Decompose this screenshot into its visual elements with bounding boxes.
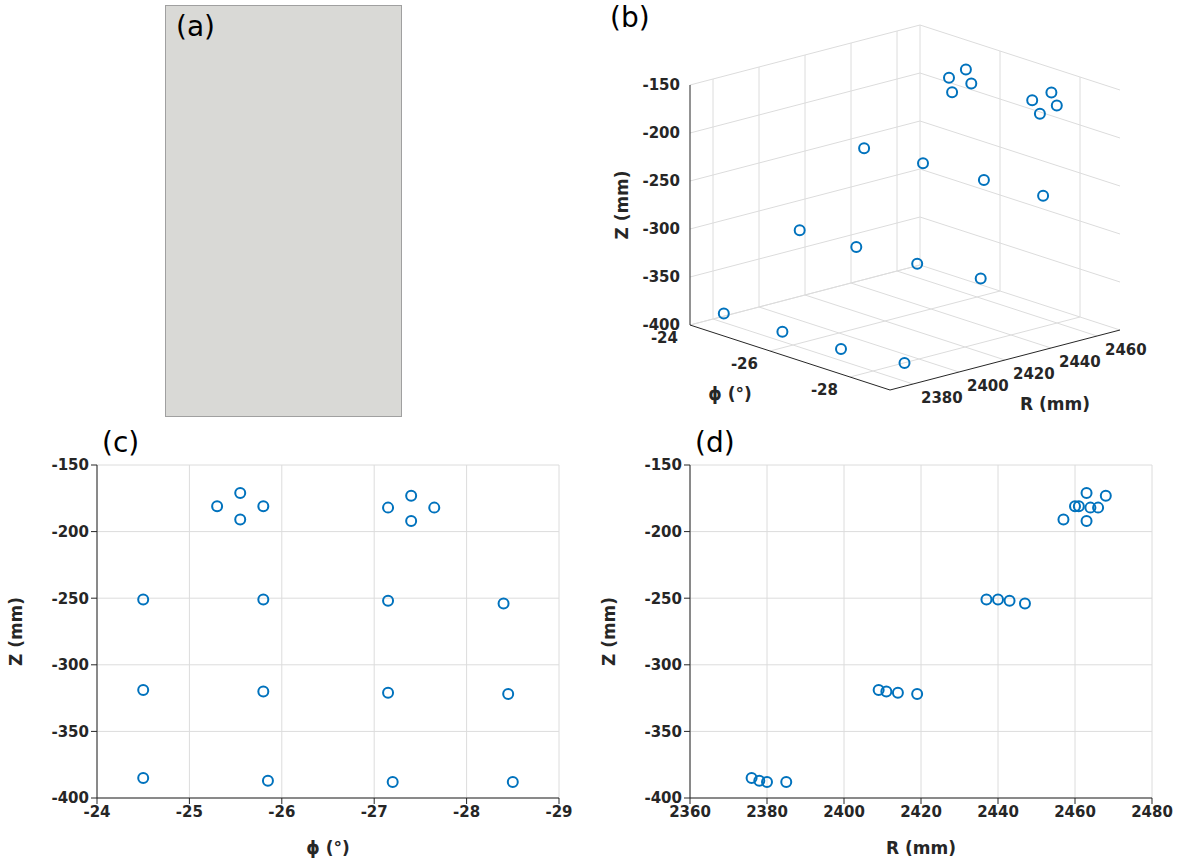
html-text:(b): (b) (610, 1, 650, 34)
svg-text:R (mm): R (mm) (1020, 394, 1090, 414)
svg-text:-200: -200 (642, 124, 680, 142)
svg-text:2440: 2440 (977, 803, 1019, 821)
svg-text:-350: -350 (642, 268, 680, 286)
svg-text:-29: -29 (545, 803, 572, 821)
svg-text:ϕ (°): ϕ (°) (708, 384, 752, 404)
svg-text:2420: 2420 (900, 803, 942, 821)
svg-text:-25: -25 (176, 803, 203, 821)
html-text:(a): (a) (176, 10, 215, 43)
svg-text:-150: -150 (644, 456, 682, 474)
svg-text:-24: -24 (83, 802, 111, 821)
svg-text:-26: -26 (731, 355, 758, 373)
svg-text:-150: -150 (642, 76, 680, 94)
svg-text:-250: -250 (644, 590, 682, 608)
svg-text:-250: -250 (642, 172, 680, 190)
svg-text:2400: 2400 (823, 803, 865, 821)
svg-text:ϕ (°): ϕ (°) (306, 838, 350, 858)
svg-text:2360: 2360 (669, 802, 711, 821)
svg-text:-350: -350 (51, 723, 89, 741)
svg-text:-250: -250 (51, 590, 89, 608)
svg-text:-400: -400 (644, 789, 682, 807)
svg-text:-27: -27 (361, 803, 388, 821)
html-text:(d): (d) (695, 426, 735, 459)
svg-text:-150: -150 (51, 456, 89, 474)
svg-text:2440: 2440 (1059, 353, 1101, 371)
svg-text:2460: 2460 (1105, 341, 1147, 359)
svg-text:-400: -400 (51, 789, 89, 807)
svg-text:Z (mm): Z (mm) (6, 597, 26, 666)
svg-text:2420: 2420 (1013, 365, 1055, 383)
svg-text:-200: -200 (644, 523, 682, 541)
html-text:(c): (c) (102, 426, 140, 459)
svg-text:-300: -300 (51, 656, 89, 674)
svg-text:-26: -26 (268, 803, 295, 821)
svg-text:2380: 2380 (746, 803, 788, 821)
svg-text:-200: -200 (51, 523, 89, 541)
svg-text:-300: -300 (642, 220, 680, 238)
svg-text:-28: -28 (453, 803, 480, 821)
svg-text:-28: -28 (811, 381, 838, 399)
svg-text:Z (mm): Z (mm) (599, 597, 619, 666)
svg-text:2460: 2460 (1054, 803, 1096, 821)
svg-text:-300: -300 (644, 656, 682, 674)
svg-text:2380: 2380 (921, 389, 963, 407)
svg-text:-24: -24 (650, 329, 678, 347)
svg-text:Z (mm): Z (mm) (612, 170, 632, 239)
svg-text:R (mm): R (mm) (886, 838, 956, 858)
svg-text:-400: -400 (642, 316, 680, 334)
svg-text:-350: -350 (644, 723, 682, 741)
svg-text:2400: 2400 (967, 377, 1009, 395)
svg-text:2480: 2480 (1131, 803, 1173, 821)
